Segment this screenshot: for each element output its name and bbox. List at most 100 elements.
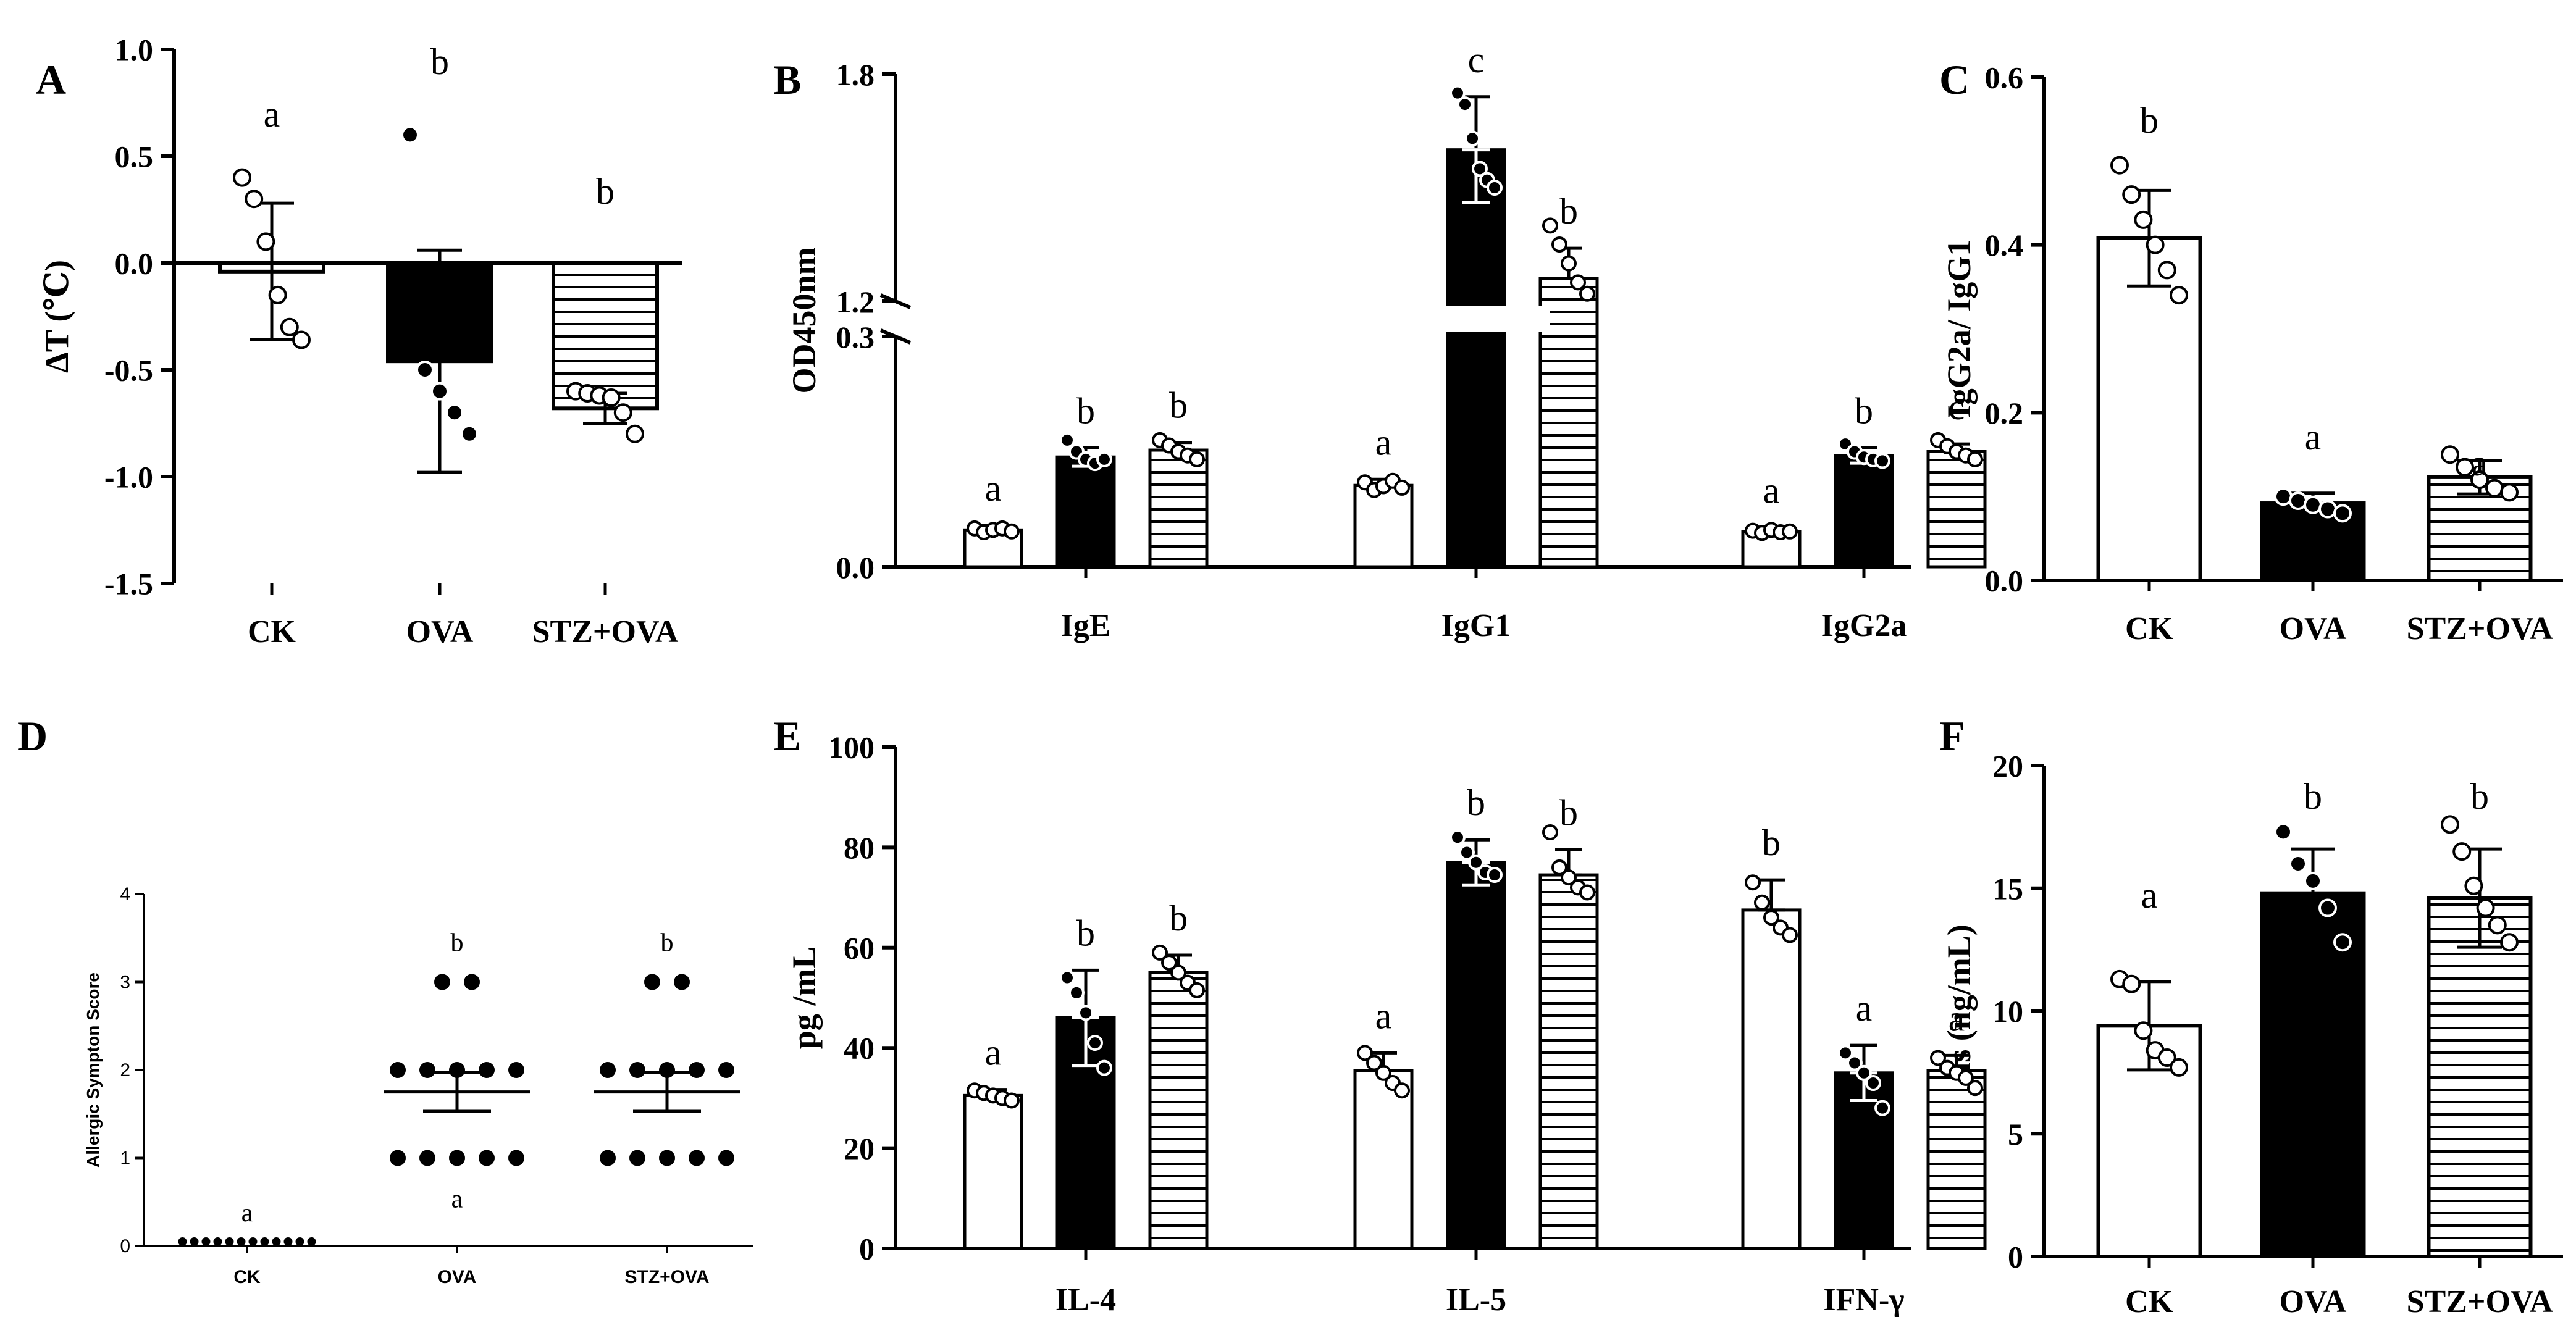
panel-e-letter-IL-4-0: a [985,1032,1002,1073]
panel-b-letter-IgE-2: b [1169,385,1188,426]
panel-c-OVA-point-0 [2274,487,2293,506]
panel-b-IgG1-1-point-1 [1457,96,1473,113]
panel-a-y-tick-label: -1.0 [104,460,153,495]
panel-b-IgG1-2-point-3 [1570,274,1586,291]
panel-e-IL-5-1-point-0 [1450,829,1466,846]
panel-e-IFN-γ-2-point-3 [1958,1069,1974,1086]
chart-layer: 1.0 0.5 0.0 -0.5 -1.0 -1.5 CK a OVA b STZ+OVA b ΔT (… [38,33,2563,1319]
panel-f-STZ+OVA-point-2 [2464,876,2483,895]
panel-c-y-tick-label: 0.0 [1985,564,2024,598]
panel-d-point-STZ+OVA [718,1150,734,1166]
panel-d-letter-STZ+OVA: b [661,929,674,958]
panel-b-bar-IgE-2 [1148,448,1209,569]
panel-a-y-tick-label: 0.0 [115,246,154,281]
panel-f-y-tick-label: 10 [1992,994,2023,1029]
panel-d-point-OVA [479,1150,495,1166]
panel-f-y-tick-label: 0 [2008,1240,2023,1274]
panel-a-CK-point-3 [268,285,287,304]
panel-e-letter-IL-5-2: b [1559,792,1578,833]
panel-b-bar-IgG2a-1 [1834,454,1894,569]
panel-b-IgE-0-point-4 [1004,523,1020,540]
panel-d-point-OVA [390,1150,406,1166]
panel-e-letter-IL-4-1: b [1076,913,1095,953]
panel-e-y-tick-label: 60 [844,930,875,965]
panel-b-IgG2a-1-point-4 [1874,453,1890,469]
panel-label-f: F [1939,712,1965,759]
panel-b-y-tick-label: 1.8 [836,57,875,92]
panel-label-a: A [36,56,66,103]
panel-f-letter-STZ+OVA: b [2470,776,2489,817]
panel-a-y-tick-label: -0.5 [104,353,153,388]
panel-d-point-STZ+OVA [718,1062,734,1078]
panel-a-STZ+OVA-point-3 [602,388,621,407]
panel-c-OVA-point-2 [2304,495,2322,514]
panel-e-IFN-γ-1-point-4 [1874,1100,1890,1116]
panel-f-letter-OVA: b [2304,776,2322,817]
panel-b-letter-IgG1-2: b [1559,191,1578,232]
panel-c-STZ+OVA-point-4 [2500,483,2519,502]
panel-d-point-CK [178,1237,187,1246]
panel-b-IgG1-2-point-2 [1561,255,1577,272]
panel-f-OVA-point-3 [2318,898,2337,917]
panel-b-IgG1-2-point-0 [1542,217,1558,234]
panel-c-y-label: IgG2a/ IgG1 [1940,240,1978,419]
panel-d-point-OVA [508,1062,524,1078]
panel-a-letter-OVA: b [430,41,449,82]
panel-d-y-tick-label: 4 [120,884,130,905]
panel-a-OVA-point-1 [416,361,434,379]
panel-c-category-label: STZ+OVA [2407,611,2553,646]
panel-e-y-tick-label: 20 [844,1131,875,1166]
panel-c-STZ+OVA-point-2 [2470,470,2489,489]
panel-e-IL-5-0-point-2 [1375,1064,1391,1081]
panel-a-category-label: STZ+OVA [532,614,679,650]
panel-c-OVA-point-3 [2318,499,2337,519]
panel-e-letter-IFN-γ-2: a [1949,998,1965,1038]
panel-e-IL-5-0-point-0 [1357,1045,1373,1061]
panel-e-bar-IFN-γ-0 [1741,908,1802,1250]
panel-b-letter-IgG2a-1: b [1855,390,1873,431]
panel-c-OVA-point-1 [2289,491,2307,510]
panel-b-category-label: IgG2a [1821,608,1907,643]
panel-f-OVA-point-2 [2304,871,2322,890]
panel-c-CK-point-1 [2122,185,2141,204]
panel-b-y-label: OD450nm [786,247,823,393]
panel-f-letter-CK: a [2141,875,2158,916]
panel-d-point-OVA [479,1062,495,1078]
panel-e-y-label: pg /mL [786,946,823,1050]
panel-b-IgG2a-2-point-4 [1967,451,1983,467]
panel-e-bar-IFN-γ-2 [1926,1069,1987,1250]
panel-d-point-OVA [419,1150,435,1166]
panel-a-CK-point-5 [292,330,311,349]
panel-c-category-label: OVA [2280,611,2347,646]
panel-e-IFN-γ-1-point-1 [1847,1055,1863,1071]
panel-c-CK-point-4 [2157,261,2176,280]
panel-a-letter-STZ+OVA: b [596,171,615,212]
panel-b-bar-IgE-1 [1055,455,1116,569]
panel-d-point-STZ+OVA [689,1150,705,1166]
panel-b-y-tick-label: 1.2 [836,285,875,319]
panel-e-IL-4-1-point-4 [1096,1059,1112,1076]
panel-d-letter-OVA: b [451,929,464,958]
panel-e-category-label: IL-5 [1446,1282,1506,1318]
panel-f-bar-OVA [2260,891,2366,1258]
panel-b-IgG1-1-point-2 [1464,130,1480,147]
panel-c-OVA-point-4 [2333,504,2352,523]
panel-a-STZ+OVA-point-5 [626,424,644,443]
panel-e-IL-4-1-point-2 [1078,1005,1094,1021]
panel-b-y-tick-label: 0.0 [836,550,875,585]
panel-b-bar-IgG2a-2 [1926,450,1987,569]
panel-b-bar-IgG1-0 [1353,483,1414,569]
panel-f-category-label: STZ+OVA [2407,1284,2553,1319]
panel-b-IgG1-2-point-1 [1551,236,1567,253]
panel-c-STZ+OVA-point-1 [2456,458,2474,477]
panel-d-point-STZ+OVA [600,1062,616,1078]
panel-f-STZ+OVA-point-5 [2500,933,2519,952]
panel-d-point-OVA [434,974,450,990]
panel-d-point-CK [248,1237,258,1246]
panel-e-IL-5-2-point-0 [1542,824,1558,841]
panel-e-IL-4-2-point-4 [1189,982,1205,998]
panel-e-IL-5-2-point-4 [1579,884,1595,901]
panel-e-IFN-γ-0-point-1 [1754,894,1770,911]
panel-d-point-CK [190,1237,199,1246]
